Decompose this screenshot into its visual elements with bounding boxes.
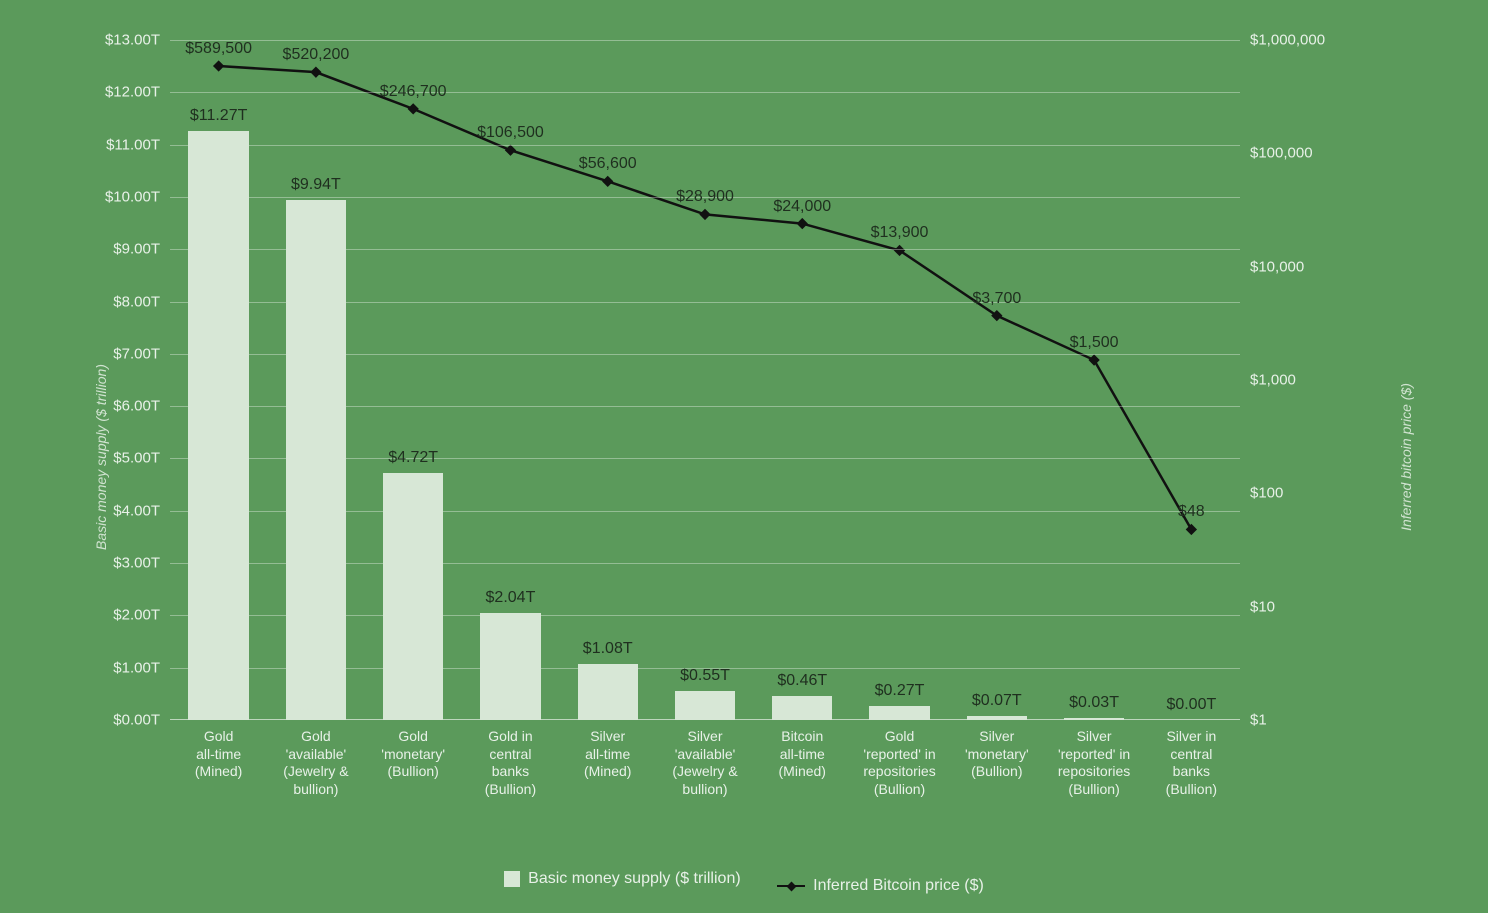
y-left-tick-label: $1.00T (113, 659, 160, 676)
x-category-label: Gold incentralbanks(Bullion) (462, 728, 559, 798)
y-left-tick-label: $11.00T (106, 136, 160, 153)
x-category-label: Silver'available'(Jewelry &bullion) (656, 728, 753, 798)
bar-value-label: $0.27T (875, 682, 925, 700)
y-left-tick-label: $13.00T (105, 32, 160, 49)
bar (772, 696, 832, 720)
line-value-label: $56,600 (579, 155, 637, 173)
bar (383, 473, 443, 720)
bar-slot: $0.07T (967, 40, 1027, 720)
bar-value-label: $0.55T (680, 667, 730, 685)
legend-bar-label: Basic money supply ($ trillion) (528, 870, 741, 888)
x-category-label: Silver'monetary'(Bullion) (948, 728, 1045, 781)
bar-slot: $0.03T (1064, 40, 1124, 720)
legend-swatch-line-icon (777, 878, 805, 894)
bar-value-label: $0.03T (1069, 694, 1119, 712)
legend-item-bars: Basic money supply ($ trillion) (504, 870, 741, 888)
x-category-label: Goldall-time(Mined) (170, 728, 267, 781)
line-value-label: $106,500 (477, 124, 544, 142)
y-right-tick-label: $10,000 (1250, 258, 1304, 275)
y-left-tick-label: $6.00T (113, 398, 160, 415)
line-value-label: $13,900 (871, 224, 929, 242)
line-value-label: $48 (1178, 503, 1205, 521)
bar (188, 131, 248, 721)
bar-value-label: $0.46T (777, 672, 827, 690)
y-left-tick-label: $10.00T (105, 188, 160, 205)
line-value-label: $1,500 (1070, 334, 1119, 352)
line-value-label: $3,700 (972, 290, 1021, 308)
x-category-label: Gold'reported' inrepositories(Bullion) (851, 728, 948, 798)
y-left-tick-label: $5.00T (113, 450, 160, 467)
bar-value-label: $11.27T (190, 107, 248, 125)
y-right-tick-label: $100,000 (1250, 145, 1313, 162)
bar (286, 200, 346, 720)
bar-slot: $1.08T (578, 40, 638, 720)
bar-slot: $0.55T (675, 40, 735, 720)
bar-slot: $4.72T (383, 40, 443, 720)
bar-slot: $0.46T (772, 40, 832, 720)
legend-swatch-bar-icon (504, 871, 520, 887)
line-value-label: $589,500 (185, 40, 252, 58)
y-right-tick-label: $1 (1250, 712, 1267, 729)
line-value-label: $246,700 (380, 83, 447, 101)
bar (480, 613, 540, 720)
x-category-label: Silverall-time(Mined) (559, 728, 656, 781)
bar-slot: $9.94T (286, 40, 346, 720)
bar-value-label: $4.72T (388, 449, 438, 467)
bar (869, 706, 929, 720)
bar (967, 716, 1027, 720)
bar-value-label: $2.04T (486, 589, 536, 607)
plot-area: $0.00T$1.00T$2.00T$3.00T$4.00T$5.00T$6.0… (170, 40, 1240, 720)
x-category-label: Silver incentralbanks(Bullion) (1143, 728, 1240, 798)
bar-slot: $0.27T (869, 40, 929, 720)
legend-line-label: Inferred Bitcoin price ($) (813, 877, 984, 895)
bar (675, 691, 735, 720)
y-left-tick-label: $3.00T (113, 555, 160, 572)
line-value-label: $520,200 (283, 46, 350, 64)
y-axis-left-title: Basic money supply ($ trillion) (93, 364, 109, 550)
y-right-tick-label: $100 (1250, 485, 1283, 502)
y-left-tick-label: $2.00T (113, 607, 160, 624)
y-left-tick-label: $8.00T (113, 293, 160, 310)
x-category-label: Silver'reported' inrepositories(Bullion) (1045, 728, 1142, 798)
x-category-label: Bitcoinall-time(Mined) (754, 728, 851, 781)
bar-slot: $11.27T (188, 40, 248, 720)
y-axis-right-title: Inferred bitcoin price ($) (1398, 383, 1414, 531)
bar-value-label: $0.07T (972, 692, 1022, 710)
y-right-tick-label: $1,000 (1250, 372, 1296, 389)
legend-item-line: Inferred Bitcoin price ($) (777, 877, 984, 895)
y-left-tick-label: $9.00T (113, 241, 160, 258)
bar (1064, 718, 1124, 720)
y-left-tick-label: $7.00T (113, 345, 160, 362)
bar (578, 664, 638, 720)
bar-slot: $0.00T (1161, 40, 1221, 720)
y-right-tick-label: $1,000,000 (1250, 32, 1325, 49)
bar-value-label: $9.94T (291, 176, 341, 194)
chart-container: Basic money supply ($ trillion) Inferred… (0, 0, 1488, 913)
line-value-label: $28,900 (676, 188, 734, 206)
x-category-label: Gold'monetary'(Bullion) (365, 728, 462, 781)
x-category-label: Gold'available'(Jewelry &bullion) (267, 728, 364, 798)
bar-value-label: $1.08T (583, 640, 633, 658)
line-value-label: $24,000 (773, 198, 831, 216)
bar-value-label: $0.00T (1166, 696, 1216, 714)
y-left-tick-label: $0.00T (113, 712, 160, 729)
y-left-tick-label: $4.00T (113, 502, 160, 519)
chart-legend: Basic money supply ($ trillion) Inferred… (0, 870, 1488, 895)
y-left-tick-label: $12.00T (105, 84, 160, 101)
y-right-tick-label: $10 (1250, 598, 1275, 615)
